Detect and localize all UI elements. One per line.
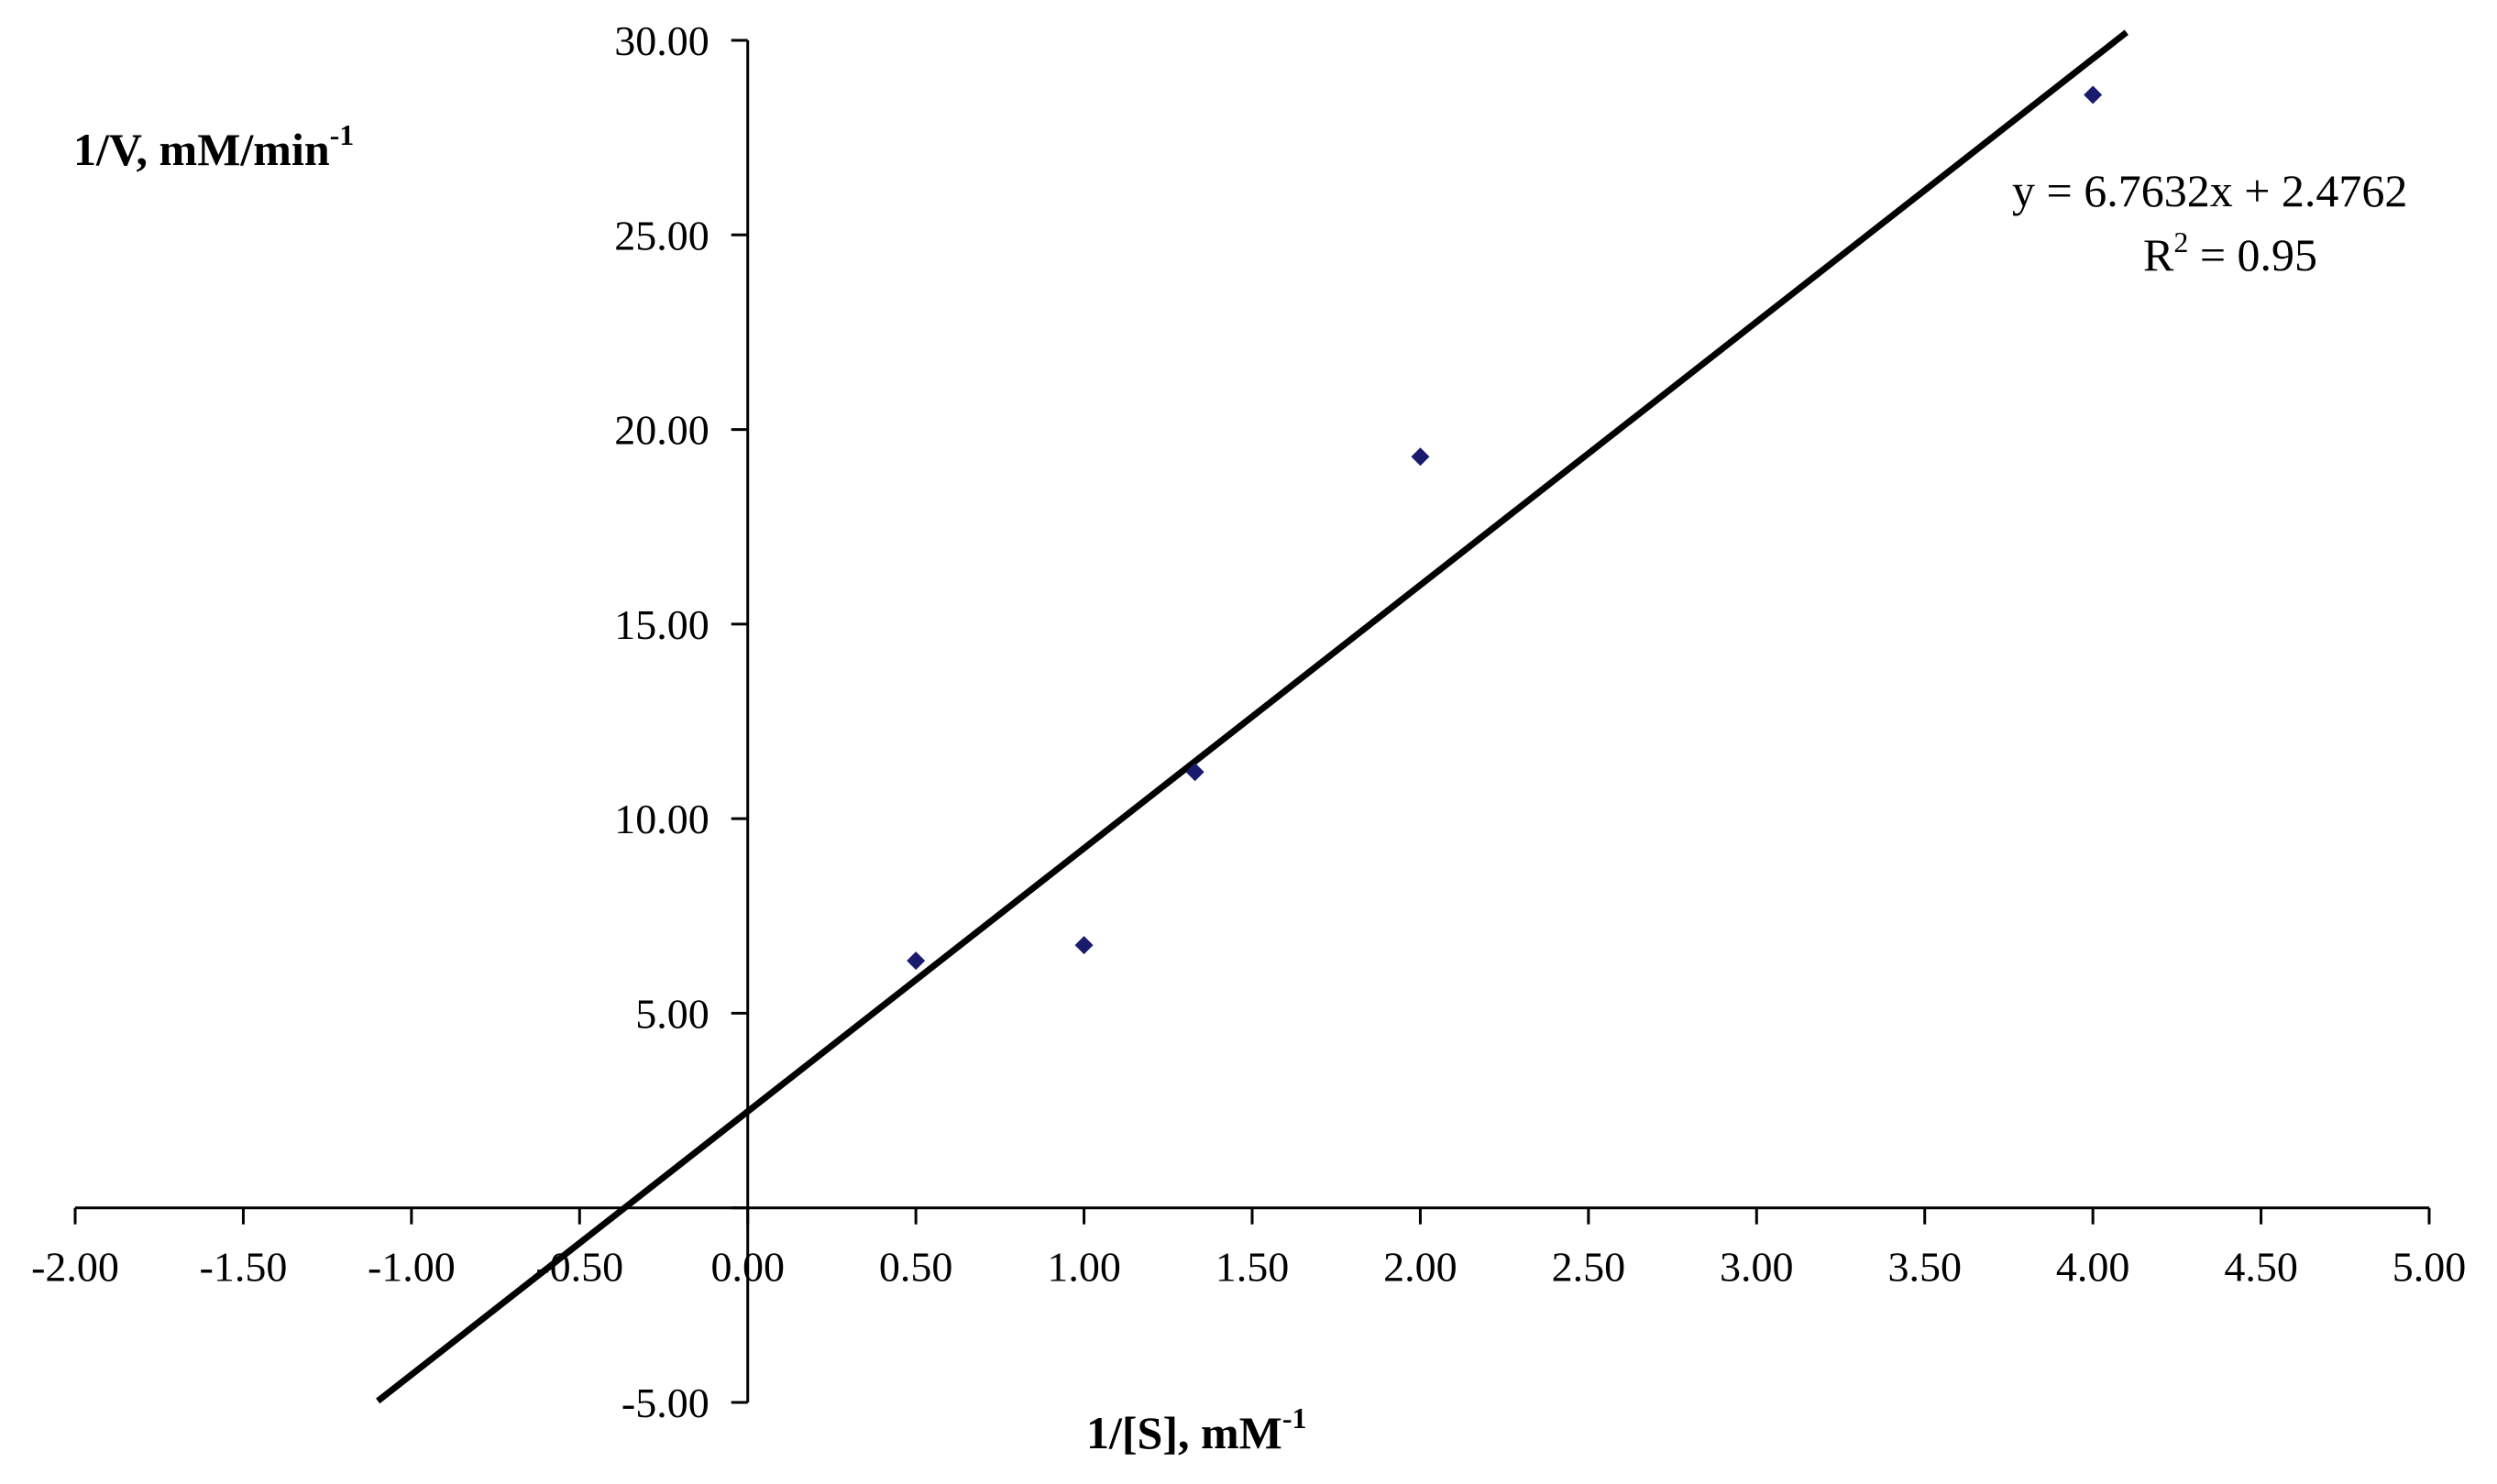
r-squared-sup: 2 xyxy=(2173,225,2188,258)
x-tick-label: 2.00 xyxy=(1383,1244,1458,1291)
x-tick-label: 3.00 xyxy=(1720,1244,1794,1291)
x-tick-label: -1.00 xyxy=(368,1244,456,1291)
y-axis: -5.00 5.00 10.00 15.00 20.00 25.00 30.00 xyxy=(614,17,750,1426)
data-point xyxy=(907,951,926,971)
r-squared-label: R2 = 0.95 xyxy=(2143,225,2317,280)
x-tick-label: 1.00 xyxy=(1047,1244,1121,1291)
x-tick-label: 3.50 xyxy=(1887,1244,1962,1291)
y-ticks xyxy=(731,38,748,1404)
y-tick-labels: -5.00 5.00 10.00 15.00 20.00 25.00 30.00 xyxy=(614,17,710,1426)
y-axis-title-main: 1/V, mM/min xyxy=(73,124,330,175)
trendline-equation: y = 6.7632x + 2.4762 xyxy=(2012,165,2407,216)
data-point xyxy=(1411,447,1430,467)
r-squared-main: R xyxy=(2143,229,2174,280)
y-tick-label: 10.00 xyxy=(614,796,710,842)
y-tick-label: 20.00 xyxy=(614,407,710,454)
x-tick-label: 2.50 xyxy=(1552,1244,1626,1291)
x-axis-title-sup: -1 xyxy=(1282,1402,1307,1435)
x-tick-label: 5.00 xyxy=(2392,1244,2467,1291)
y-tick-label: 5.00 xyxy=(635,990,710,1037)
x-tick-label: -2.00 xyxy=(31,1244,119,1291)
x-tick-label: 4.00 xyxy=(2056,1244,2130,1291)
x-axis-title-main: 1/[S], mM xyxy=(1086,1407,1282,1458)
data-point xyxy=(1074,936,1094,955)
y-tick-label: -5.00 xyxy=(622,1380,710,1426)
trendline xyxy=(376,29,2128,1404)
x-tick-label: 1.50 xyxy=(1216,1244,1290,1291)
x-tick-labels: -2.00 -1.50 -1.00 -0.50 0.00 0.50 1.00 1.50 2.00… xyxy=(31,1244,2466,1291)
r-squared-value: = 0.95 xyxy=(2188,229,2317,280)
x-ticks xyxy=(73,1207,2431,1225)
x-axis-title: 1/[S], mM-1 xyxy=(1086,1402,1307,1458)
y-axis-title: 1/V, mM/min-1 xyxy=(73,118,354,175)
x-tick-label: 0.50 xyxy=(879,1244,953,1291)
data-points xyxy=(907,85,2103,971)
x-axis: -2.00 -1.50 -1.00 -0.50 0.00 0.50 1.00 1.50 2.00… xyxy=(31,1206,2466,1291)
data-point xyxy=(1185,763,1204,782)
y-axis-title-sup: -1 xyxy=(330,118,355,151)
x-tick-label: -1.50 xyxy=(200,1244,288,1291)
y-tick-label: 15.00 xyxy=(614,601,710,648)
data-point xyxy=(2084,85,2103,104)
y-tick-label: 30.00 xyxy=(614,17,710,64)
y-tick-label: 25.00 xyxy=(614,212,710,258)
x-tick-label: 4.50 xyxy=(2224,1244,2298,1291)
